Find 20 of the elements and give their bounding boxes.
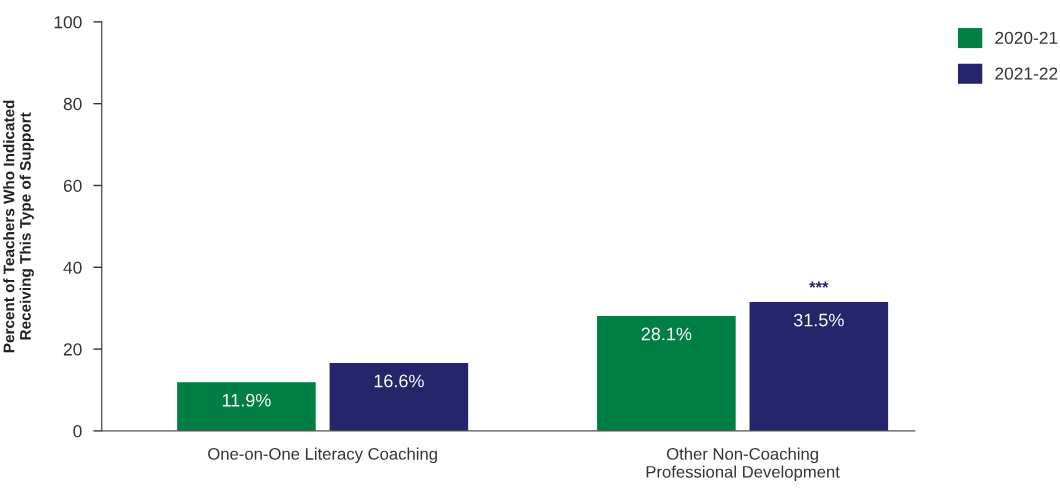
data-label: 11.9% [222, 393, 271, 407]
bar [749, 302, 889, 431]
legend-label: 2021-22 [995, 67, 1058, 80]
x-tick-label: Other Non-Coaching Professional Development [646, 447, 840, 482]
y-tick-label: 20 [63, 343, 82, 356]
y-tick-label: 80 [63, 97, 82, 111]
data-label: 16.6% [374, 374, 424, 388]
y-tick-label: 60 [63, 179, 82, 192]
data-label: 31.5% [793, 313, 844, 327]
data-label: 28.1% [641, 327, 692, 341]
bar [329, 363, 469, 431]
x-tick-label: One-on-One Literacy Coaching [208, 447, 437, 464]
annotation: *** [809, 281, 829, 288]
y-axis-title: Percent of Teachers Who Indicated Receiving This Type of Support [3, 100, 34, 353]
bar [177, 382, 316, 431]
legend-label: 2020-21 [995, 31, 1058, 45]
bar [597, 315, 736, 431]
y-tick-label: 0 [73, 425, 82, 438]
y-tick-label: 40 [63, 261, 82, 274]
y-tick-label: 100 [54, 16, 82, 29]
